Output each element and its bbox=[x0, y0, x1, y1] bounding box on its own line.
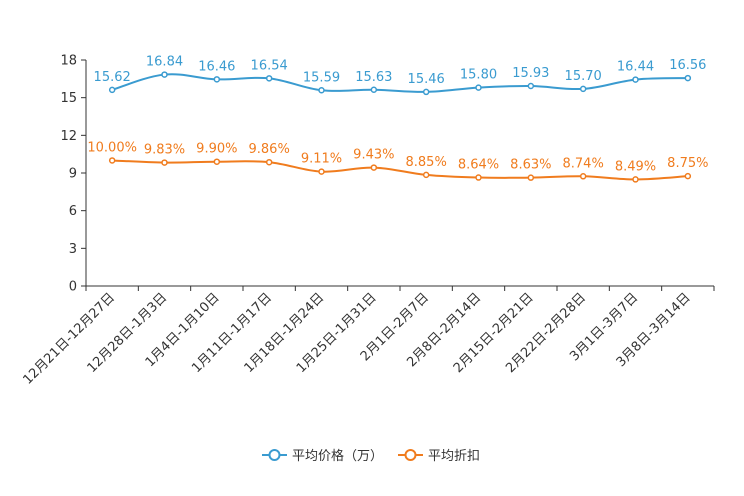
data-label: 15.63 bbox=[355, 70, 392, 85]
data-point bbox=[632, 76, 639, 83]
data-label: 15.70 bbox=[565, 69, 602, 84]
y-tick-label: 9 bbox=[69, 167, 77, 182]
legend-marker bbox=[268, 449, 281, 461]
series-1: 15.62 16.84 16.46 16.54 15.59 15.63 15.46 15.80… bbox=[94, 55, 706, 96]
data-label: 9.83% bbox=[144, 143, 185, 158]
data-label: 8.63% bbox=[510, 158, 551, 173]
data-label: 16.84 bbox=[146, 55, 183, 70]
y-tick-label: 12 bbox=[60, 129, 77, 144]
data-label: 9.86% bbox=[249, 142, 290, 157]
axes-group: 036912151812月21日-12月27日12月28日-1月3日1月4日-1… bbox=[21, 54, 715, 388]
data-point bbox=[108, 86, 116, 94]
series-group: 15.62 16.84 16.46 16.54 15.59 15.63 15.46 15.80… bbox=[87, 55, 708, 183]
legend-marker bbox=[404, 449, 417, 461]
y-tick-label: 18 bbox=[60, 54, 77, 69]
data-point bbox=[161, 71, 168, 78]
data-point bbox=[318, 87, 325, 94]
y-tick-label: 3 bbox=[69, 242, 77, 257]
y-tick-label: 15 bbox=[60, 91, 77, 106]
data-label: 15.59 bbox=[303, 70, 340, 85]
data-label: 16.46 bbox=[198, 59, 235, 74]
data-point bbox=[370, 164, 378, 171]
data-label: 15.93 bbox=[512, 66, 549, 81]
data-point bbox=[265, 75, 273, 82]
data-label: 16.54 bbox=[251, 58, 288, 73]
data-point bbox=[527, 174, 535, 181]
series-2: 10.00% 9.83% 9.90% 9.86% 9.11% 9.43% 8.85% 8.64… bbox=[87, 140, 708, 183]
data-label: 15.62 bbox=[94, 70, 131, 85]
data-point bbox=[213, 76, 221, 83]
data-label: 16.56 bbox=[669, 58, 706, 73]
legend[interactable]: 平均价格（万） 平均折扣 bbox=[262, 448, 480, 464]
data-label: 8.64% bbox=[458, 158, 499, 173]
data-point bbox=[475, 174, 482, 181]
data-label: 15.80 bbox=[460, 68, 497, 83]
data-point bbox=[108, 157, 116, 164]
data-point bbox=[475, 84, 482, 91]
data-point bbox=[370, 86, 378, 94]
data-label: 15.46 bbox=[408, 72, 445, 87]
data-label: 10.00% bbox=[87, 140, 137, 155]
data-label: 8.49% bbox=[615, 159, 656, 174]
data-label: 9.11% bbox=[301, 152, 342, 167]
series-line bbox=[111, 73, 688, 93]
data-label: 9.90% bbox=[196, 142, 237, 157]
data-point bbox=[265, 158, 273, 166]
data-point bbox=[684, 74, 692, 82]
data-point bbox=[422, 171, 430, 179]
series-line bbox=[112, 159, 688, 181]
data-point bbox=[579, 173, 587, 180]
legend-item-1[interactable]: 平均价格（万） bbox=[262, 448, 383, 464]
data-point bbox=[684, 172, 692, 180]
data-point bbox=[632, 176, 639, 183]
y-tick-label: 6 bbox=[69, 204, 77, 219]
legend-item-2[interactable]: 平均折扣 bbox=[398, 449, 480, 464]
legend-label: 平均折扣 bbox=[428, 449, 480, 464]
y-tick-label: 0 bbox=[69, 280, 77, 295]
data-point bbox=[422, 88, 430, 96]
data-point bbox=[213, 158, 221, 165]
data-label: 8.85% bbox=[406, 155, 447, 170]
x-tick-label: 12月21日-12月27日 bbox=[21, 290, 118, 387]
data-point bbox=[527, 82, 535, 90]
data-label: 8.75% bbox=[667, 156, 708, 171]
data-point bbox=[579, 85, 587, 93]
legend-label: 平均价格（万） bbox=[292, 448, 383, 464]
data-point bbox=[318, 168, 325, 175]
data-point bbox=[161, 159, 168, 166]
data-label: 16.44 bbox=[617, 60, 654, 75]
data-label: 8.74% bbox=[563, 156, 604, 171]
data-label: 9.43% bbox=[353, 148, 394, 163]
